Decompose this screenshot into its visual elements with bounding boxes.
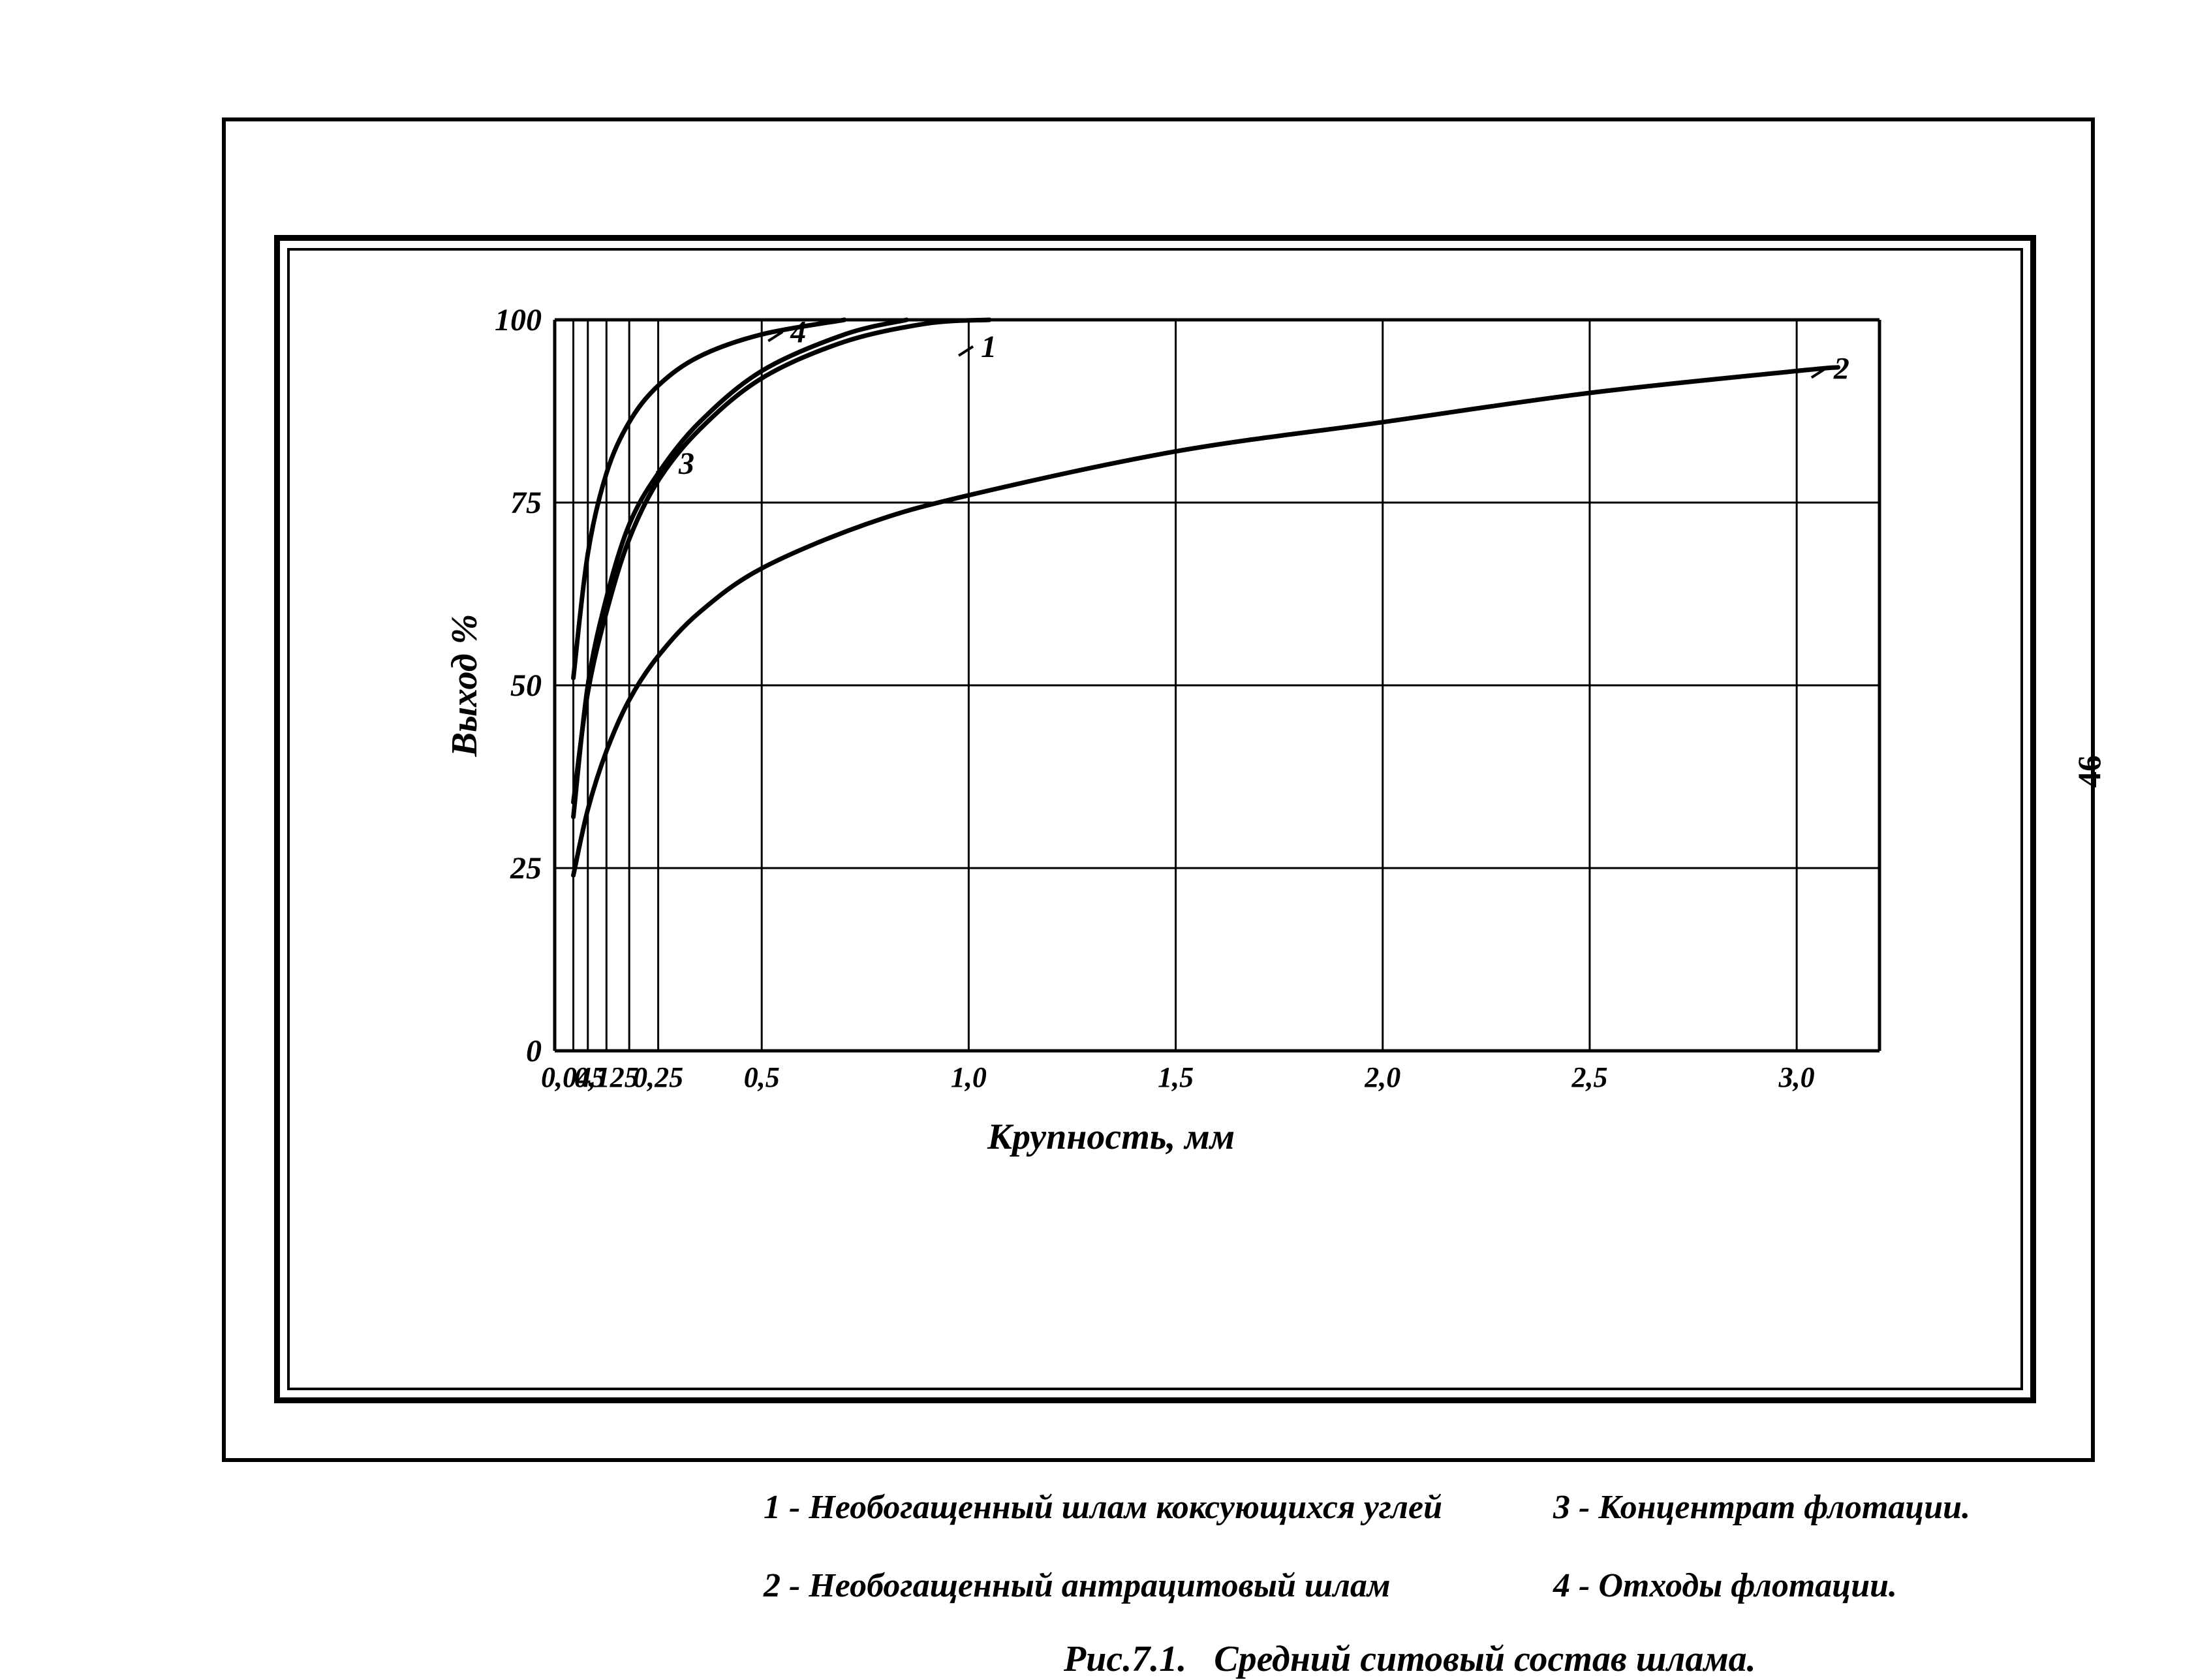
svg-text:75: 75 bbox=[510, 486, 542, 520]
y-axis-label: Выход % bbox=[444, 614, 485, 758]
svg-text:1,5: 1,5 bbox=[1158, 1061, 1194, 1093]
svg-text:2: 2 bbox=[1833, 351, 1849, 386]
curves bbox=[574, 320, 1838, 875]
tick-labels: 02550751000,0450,1250,250,51,01,52,02,53… bbox=[495, 303, 1815, 1093]
svg-text:0: 0 bbox=[526, 1034, 542, 1068]
legend-text: Необогащенный шлам коксующихся углей bbox=[809, 1489, 1442, 1526]
legend-1: 1 - Необогащенный шлам коксующихся углей bbox=[764, 1488, 1442, 1527]
page: - 46 - 02550751000,0450,1250,250,51,01,5… bbox=[0, 0, 2196, 1542]
svg-text:0,5: 0,5 bbox=[744, 1061, 780, 1093]
figure-caption: Рис.7.1. Средний ситовый состав шлама. bbox=[1064, 1638, 1756, 1680]
svg-text:2,0: 2,0 bbox=[1364, 1061, 1400, 1093]
svg-text:100: 100 bbox=[495, 303, 542, 337]
svg-text:1,0: 1,0 bbox=[951, 1061, 987, 1093]
legend-num: 3 bbox=[1553, 1489, 1570, 1526]
legend-3: 3 - Концентрат флотации. bbox=[1553, 1488, 1970, 1527]
svg-text:2,5: 2,5 bbox=[1571, 1061, 1607, 1093]
svg-text:4: 4 bbox=[790, 315, 806, 349]
legend-2: 2 - Необогащенный антрацитовый шлам bbox=[764, 1566, 1391, 1605]
svg-text:3,0: 3,0 bbox=[1778, 1061, 1815, 1093]
svg-text:0,125: 0,125 bbox=[574, 1061, 639, 1093]
legend-num: 1 bbox=[764, 1489, 781, 1526]
chart-svg: 02550751000,0450,1250,250,51,01,52,02,53… bbox=[274, 235, 2036, 1403]
legend-4: 4 - Отходы флотации. bbox=[1553, 1566, 1897, 1605]
svg-text:0,25: 0,25 bbox=[633, 1061, 683, 1093]
svg-text:1: 1 bbox=[981, 330, 997, 364]
curve-4 bbox=[574, 320, 845, 678]
legend-num: 2 bbox=[764, 1567, 781, 1604]
legend-num: 4 bbox=[1553, 1567, 1570, 1604]
caption-label: Рис.7.1. bbox=[1064, 1639, 1186, 1679]
legend-text: Необогащенный антрацитовый шлам bbox=[809, 1567, 1390, 1604]
svg-text:50: 50 bbox=[510, 668, 542, 703]
caption-text: Средний ситовый состав шлама. bbox=[1214, 1639, 1755, 1679]
curve-2 bbox=[574, 367, 1838, 875]
legend-text: Концентрат флотации. bbox=[1598, 1489, 1970, 1526]
svg-text:3: 3 bbox=[678, 446, 694, 481]
x-axis-label: Крупность, мм bbox=[987, 1117, 1235, 1157]
legend-text: Отходы флотации. bbox=[1598, 1567, 1897, 1604]
page-number: - 46 - bbox=[2070, 736, 2108, 806]
svg-text:25: 25 bbox=[510, 851, 542, 886]
grid bbox=[555, 320, 1879, 1051]
